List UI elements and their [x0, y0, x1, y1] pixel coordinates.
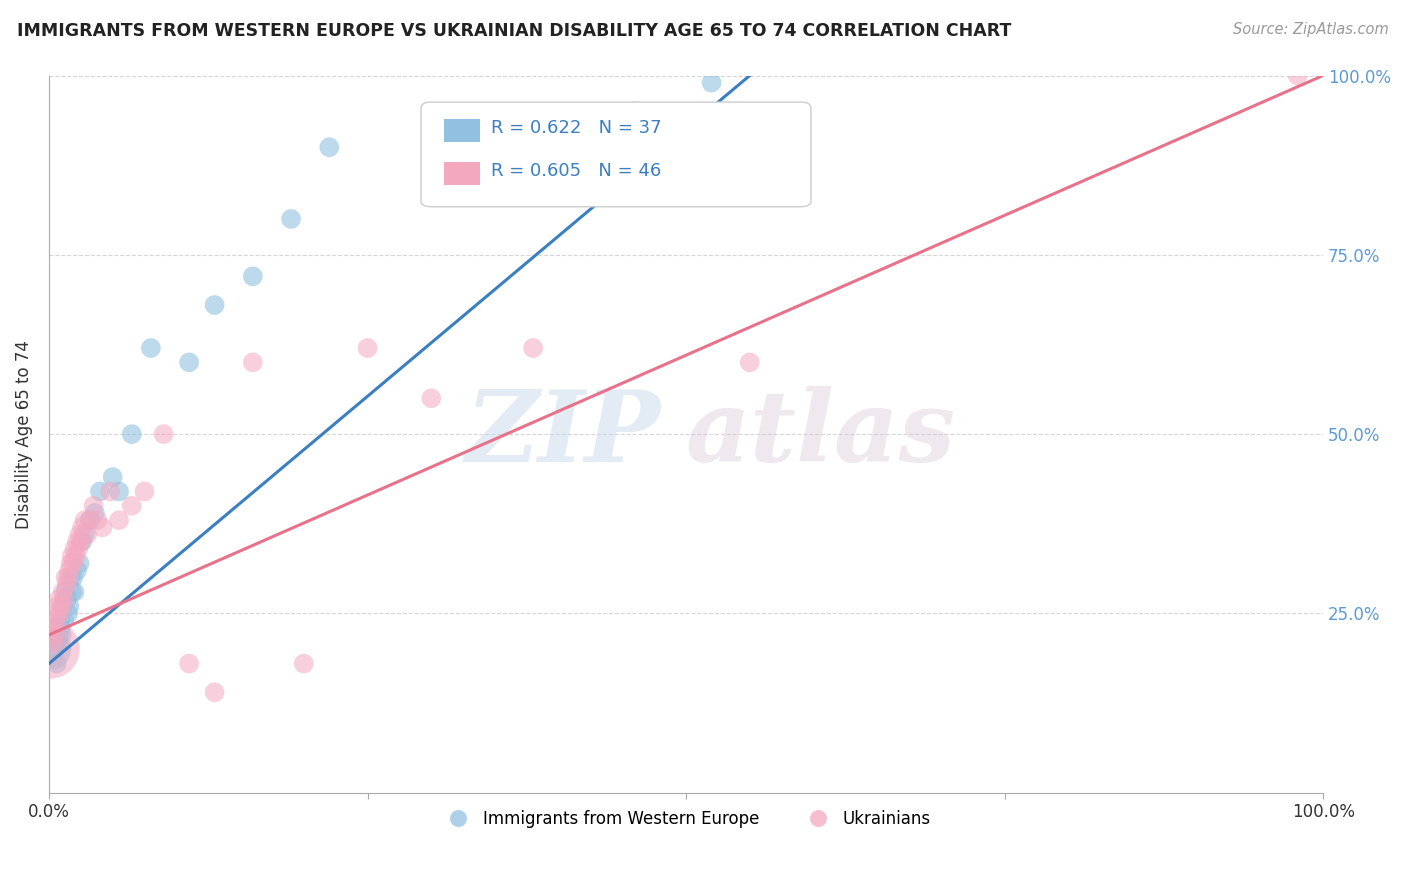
- Point: [42, 635, 65, 649]
- Point: [53, 592, 76, 607]
- Y-axis label: Disability Age 65 to 74: Disability Age 65 to 74: [15, 340, 32, 529]
- Point: [101, 470, 124, 484]
- Point: [56, 607, 79, 621]
- Point: [45, 607, 67, 621]
- Point: [63, 585, 86, 599]
- Point: [56, 570, 79, 584]
- Point: [55, 570, 77, 584]
- Point: [73, 527, 96, 541]
- FancyBboxPatch shape: [444, 162, 479, 186]
- Point: [242, 355, 264, 369]
- Point: [53, 614, 76, 628]
- Point: [76, 527, 98, 541]
- Point: [134, 484, 156, 499]
- Point: [56, 577, 79, 591]
- Point: [66, 534, 89, 549]
- Point: [79, 513, 101, 527]
- Legend: Immigrants from Western Europe, Ukrainians: Immigrants from Western Europe, Ukrainia…: [434, 803, 938, 835]
- Point: [60, 549, 83, 563]
- Text: R = 0.622   N = 37: R = 0.622 N = 37: [491, 119, 662, 136]
- Point: [44, 614, 66, 628]
- Text: IMMIGRANTS FROM WESTERN EUROPE VS UKRAINIAN DISABILITY AGE 65 TO 74 CORRELATION : IMMIGRANTS FROM WESTERN EUROPE VS UKRAIN…: [17, 22, 1011, 40]
- Point: [51, 599, 73, 614]
- Point: [70, 520, 93, 534]
- Point: [356, 341, 378, 355]
- FancyBboxPatch shape: [444, 120, 479, 142]
- Point: [280, 211, 302, 226]
- Point: [62, 570, 84, 584]
- Point: [62, 556, 84, 570]
- Point: [48, 628, 70, 642]
- Point: [121, 499, 143, 513]
- FancyBboxPatch shape: [420, 102, 811, 207]
- Point: [49, 614, 72, 628]
- Point: [51, 628, 73, 642]
- Point: [139, 341, 162, 355]
- Point: [204, 685, 226, 699]
- Point: [67, 541, 90, 556]
- Point: [49, 621, 72, 635]
- Point: [69, 556, 91, 570]
- Point: [204, 298, 226, 312]
- Point: [91, 520, 114, 534]
- Point: [45, 657, 67, 671]
- Point: [49, 607, 72, 621]
- Point: [69, 527, 91, 541]
- Point: [79, 513, 101, 527]
- Point: [56, 592, 79, 607]
- Point: [242, 269, 264, 284]
- Point: [65, 549, 87, 563]
- Point: [60, 585, 83, 599]
- Point: [522, 341, 544, 355]
- Point: [63, 541, 86, 556]
- Point: [152, 427, 174, 442]
- Point: [58, 599, 80, 614]
- Point: [89, 484, 111, 499]
- Point: [39, 642, 62, 657]
- Point: [98, 484, 121, 499]
- Text: atlas: atlas: [686, 386, 956, 483]
- Point: [108, 484, 131, 499]
- Text: ZIP: ZIP: [465, 386, 661, 483]
- Point: [318, 140, 340, 154]
- Point: [46, 635, 69, 649]
- Point: [42, 628, 65, 642]
- Text: Source: ZipAtlas.com: Source: ZipAtlas.com: [1233, 22, 1389, 37]
- Point: [59, 556, 82, 570]
- Point: [55, 585, 77, 599]
- Point: [46, 599, 69, 614]
- Point: [624, 104, 647, 119]
- Point: [108, 513, 131, 527]
- Point: [83, 506, 105, 520]
- Point: [52, 599, 75, 614]
- Point: [700, 76, 723, 90]
- Point: [59, 570, 82, 584]
- Point: [738, 355, 761, 369]
- Point: [48, 592, 70, 607]
- Point: [86, 513, 108, 527]
- Point: [83, 499, 105, 513]
- Point: [420, 391, 443, 405]
- Point: [1286, 69, 1309, 83]
- Point: [41, 621, 63, 635]
- Point: [41, 642, 63, 657]
- Point: [44, 642, 66, 657]
- Point: [179, 657, 201, 671]
- Point: [70, 534, 93, 549]
- Point: [121, 427, 143, 442]
- Point: [58, 563, 80, 577]
- Point: [179, 355, 201, 369]
- Point: [52, 585, 75, 599]
- Point: [69, 534, 91, 549]
- Point: [66, 563, 89, 577]
- Point: [73, 513, 96, 527]
- Point: [42, 628, 65, 642]
- Text: R = 0.605   N = 46: R = 0.605 N = 46: [491, 162, 661, 180]
- Point: [292, 657, 315, 671]
